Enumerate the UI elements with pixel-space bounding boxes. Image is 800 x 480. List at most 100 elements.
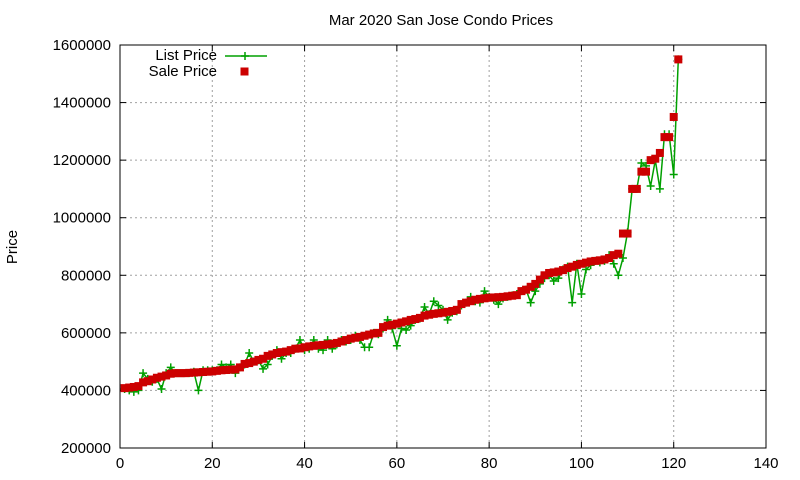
sale-price-point	[600, 255, 609, 264]
list-price-point	[392, 341, 401, 350]
sale-price-point	[489, 293, 498, 302]
sale-price-point	[425, 310, 434, 319]
sale-price-point	[217, 366, 226, 375]
list-price-point	[549, 277, 558, 286]
sale-price-point	[365, 330, 374, 339]
list-price-point	[618, 254, 627, 263]
sale-price-point	[651, 154, 660, 163]
x-tick-label: 100	[569, 455, 594, 472]
list-price-point	[494, 300, 503, 309]
x-tick-label: 0	[116, 455, 124, 472]
legend-marker-list-price	[241, 52, 249, 60]
series-list-price	[120, 55, 683, 396]
list-price-point	[259, 364, 268, 373]
list-price-point	[365, 343, 374, 352]
y-tick-label: 400000	[61, 382, 111, 399]
sale-price-point	[498, 292, 507, 301]
list-price-point	[157, 384, 166, 393]
sale-price-point	[383, 321, 392, 330]
sale-price-point	[471, 295, 480, 304]
legend-marker-sale-price	[240, 67, 249, 76]
sale-price-point	[660, 133, 669, 142]
sale-price-point	[402, 317, 411, 326]
sale-price-point	[134, 382, 143, 391]
sale-price-point	[397, 318, 406, 327]
sale-price-point	[392, 319, 401, 328]
sale-price-point	[231, 365, 240, 374]
sale-price-point	[226, 365, 235, 374]
sale-price-point	[319, 340, 328, 349]
sale-price-point	[148, 375, 157, 384]
sale-price-point	[203, 367, 212, 376]
sale-price-point	[452, 305, 461, 314]
sale-price-point	[586, 257, 595, 266]
sale-price-point	[323, 340, 332, 349]
list-price-point	[568, 298, 577, 307]
sale-price-point	[439, 308, 447, 317]
sale-price-point	[259, 354, 268, 363]
sale-price-point	[240, 359, 249, 368]
y-tick-label: 600000	[61, 325, 111, 342]
list-price-point	[420, 302, 429, 311]
sale-price-point	[282, 347, 291, 356]
list-price-point	[480, 287, 489, 296]
sale-price-point	[143, 377, 152, 386]
y-tick-label: 1200000	[53, 152, 111, 169]
list-price-point	[139, 369, 148, 378]
sale-price-point	[517, 287, 526, 296]
x-tick-label: 140	[753, 455, 778, 472]
sale-price-point	[535, 275, 544, 284]
list-price-point	[577, 289, 586, 298]
sale-price-point	[568, 262, 577, 271]
sale-price-point	[558, 266, 567, 275]
sale-price-point	[531, 279, 540, 288]
list-price-point	[614, 271, 623, 280]
sale-price-point	[346, 334, 355, 343]
axes	[119, 44, 767, 449]
sale-price-point	[614, 249, 623, 258]
sale-price-point	[462, 298, 471, 307]
sale-price-point	[291, 344, 300, 353]
sale-price-point	[674, 55, 683, 64]
list-price-point	[655, 184, 664, 193]
sale-price-point	[549, 268, 558, 277]
sale-price-point	[185, 368, 194, 377]
sale-price-point	[632, 184, 641, 193]
list-price-point	[263, 360, 272, 369]
y-axis-label: Price	[4, 230, 21, 264]
sale-price-point	[355, 332, 364, 341]
grid-lines	[120, 45, 766, 448]
list-price-point	[295, 336, 304, 345]
sale-price-point	[180, 369, 189, 378]
sale-price-point	[512, 291, 521, 300]
sale-price-point	[300, 343, 309, 352]
sale-price-point	[199, 368, 208, 377]
sale-price-point	[120, 384, 129, 393]
list-price-point	[646, 182, 655, 191]
sale-price-point	[591, 256, 600, 265]
sale-price-point	[563, 264, 572, 273]
sale-price-point	[669, 112, 678, 121]
x-tick-label: 60	[389, 455, 406, 472]
sale-price-point	[125, 383, 134, 392]
sale-price-point	[189, 368, 198, 377]
x-tick-label: 80	[481, 455, 498, 472]
sale-price-point	[406, 315, 415, 324]
list-price-point	[245, 349, 254, 358]
chart-title: Mar 2020 San Jose Condo Prices	[329, 12, 553, 29]
sale-price-point	[623, 229, 632, 238]
sale-price-point	[222, 365, 231, 374]
list-price-line	[124, 59, 680, 393]
sale-price-point	[540, 271, 549, 280]
list-price-point	[637, 159, 646, 168]
list-price-point	[434, 301, 443, 310]
sale-price-point	[351, 333, 360, 342]
sale-price-point	[295, 344, 304, 353]
sale-price-point	[254, 355, 263, 364]
sale-price-point	[429, 309, 438, 318]
sale-price-point	[245, 359, 254, 368]
sale-price-point	[457, 300, 466, 309]
sale-price-point	[175, 369, 184, 378]
